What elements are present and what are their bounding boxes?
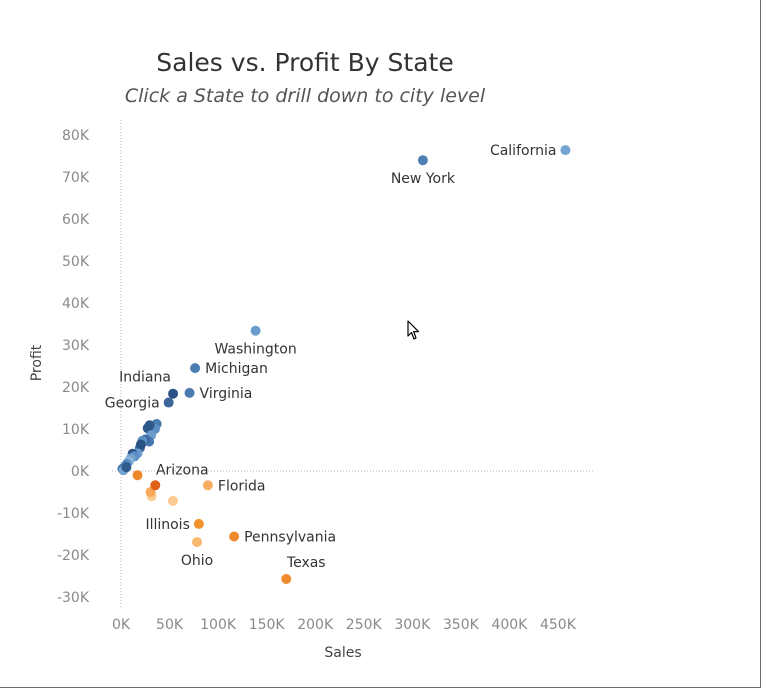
- y-tick-label: 0K: [71, 464, 90, 480]
- axes-layer: -30K -20K -10K 0K 10K 20K 30K 40K 50K 60K 70K 80K 0K…: [57, 120, 593, 633]
- chart-subtitle: Click a State to drill down to city leve…: [124, 85, 486, 107]
- point-label: California: [490, 143, 556, 159]
- x-tick-label: 450K: [540, 617, 577, 633]
- data-point-arizona[interactable]: [150, 480, 161, 491]
- point-label: Indiana: [119, 370, 171, 386]
- y-tick-label: 70K: [62, 170, 90, 186]
- data-point[interactable]: [167, 495, 178, 506]
- x-tick-label: 0K: [112, 617, 131, 633]
- x-tick-label: 100K: [200, 617, 237, 633]
- point-label: Ohio: [181, 553, 213, 569]
- y-tick-label: 50K: [62, 254, 90, 270]
- data-point-florida[interactable]: [202, 480, 213, 491]
- x-tick-label: 150K: [249, 617, 286, 633]
- data-point-ohio[interactable]: [192, 536, 203, 547]
- chart-title: Sales vs. Profit By State: [156, 48, 454, 77]
- x-axis-title: Sales: [324, 645, 361, 661]
- point-label: Michigan: [205, 361, 268, 377]
- y-tick-label: 80K: [62, 128, 90, 144]
- point-label: Arizona: [156, 462, 209, 478]
- data-point-pennsylvania[interactable]: [229, 531, 240, 542]
- point-label: Pennsylvania: [244, 530, 336, 546]
- mouse-pointer-icon: [407, 320, 420, 340]
- point-label: Washington: [214, 342, 296, 358]
- x-tick-label: 50K: [156, 617, 184, 633]
- y-tick-label: 30K: [62, 338, 90, 354]
- y-tick-label: 20K: [62, 380, 90, 396]
- data-point-michigan[interactable]: [190, 363, 201, 374]
- y-tick-label: -20K: [57, 548, 90, 564]
- x-tick-label: 300K: [394, 617, 431, 633]
- data-point-washington[interactable]: [250, 325, 261, 336]
- data-point-illinois[interactable]: [193, 518, 204, 529]
- y-tick-label: 60K: [62, 212, 90, 228]
- y-tick-label: -30K: [57, 590, 90, 606]
- x-tick-label: 250K: [346, 617, 383, 633]
- data-point-texas[interactable]: [281, 573, 292, 584]
- y-tick-label: 10K: [62, 422, 90, 438]
- data-point-new-york[interactable]: [417, 155, 428, 166]
- point-label: Virginia: [200, 386, 253, 402]
- y-tick-label: 40K: [62, 296, 90, 312]
- x-tick-label: 350K: [443, 617, 480, 633]
- data-point-california[interactable]: [560, 145, 571, 156]
- data-point-georgia[interactable]: [163, 397, 174, 408]
- point-label: Georgia: [105, 396, 160, 412]
- points-layer[interactable]: [117, 145, 571, 584]
- data-point[interactable]: [135, 439, 146, 450]
- labels-layer: California New York Washington Michigan Virg…: [105, 143, 557, 571]
- point-label: New York: [391, 171, 456, 187]
- point-label: Texas: [286, 555, 326, 571]
- data-point[interactable]: [132, 470, 143, 481]
- y-axis-title: Profit: [29, 344, 45, 381]
- point-label: Florida: [218, 478, 266, 494]
- x-tick-label: 200K: [297, 617, 334, 633]
- data-point-indiana[interactable]: [168, 388, 179, 399]
- x-tick-label: 400K: [491, 617, 528, 633]
- point-label: Illinois: [145, 517, 189, 533]
- data-point[interactable]: [121, 462, 132, 473]
- y-tick-label: -10K: [57, 506, 90, 522]
- data-point-virginia[interactable]: [184, 387, 195, 398]
